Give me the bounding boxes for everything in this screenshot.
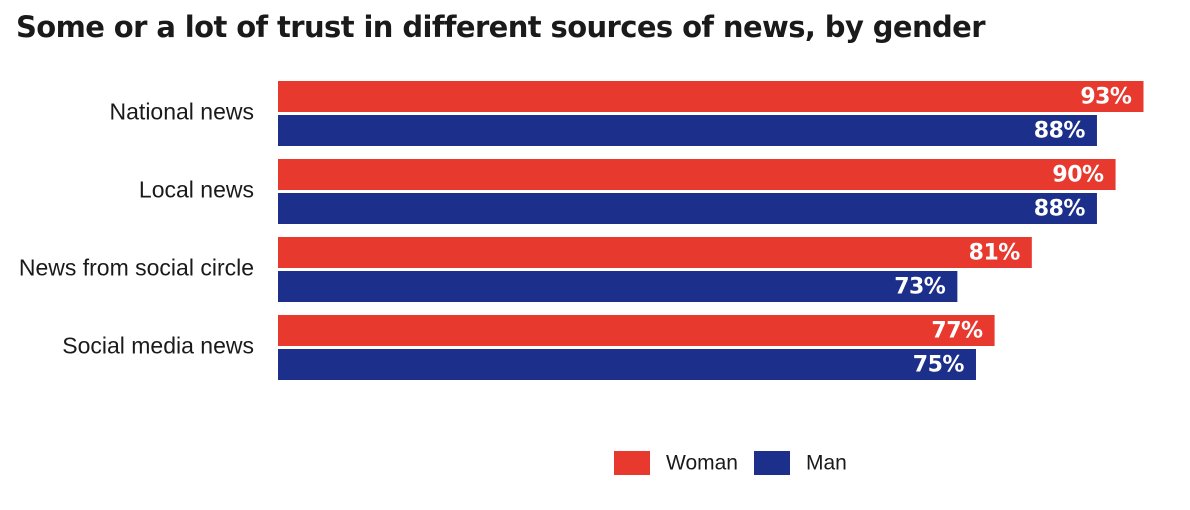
data-label-woman: 77% [931, 319, 983, 344]
bar-woman-national-news [278, 81, 1144, 112]
bar-group-social-media-news: Social media news 77% 75% [62, 315, 995, 380]
data-label-woman: 90% [1052, 163, 1104, 188]
category-label: Local news [139, 177, 254, 203]
legend-swatch-woman [614, 451, 650, 475]
bar-group-local-news: Local news 90% 88% [139, 159, 1116, 224]
data-label-man: 88% [1034, 197, 1086, 222]
bar-group-news-from-social-circle: News from social circle 81% 73% [19, 237, 1032, 302]
bar-man-national-news [278, 115, 1097, 146]
data-label-woman: 81% [969, 241, 1021, 266]
category-label: Social media news [62, 333, 254, 359]
bar-woman-local-news [278, 159, 1116, 190]
legend-label-man: Man [806, 452, 847, 475]
bar-man-local-news [278, 193, 1097, 224]
bar-woman-news-from-social-circle [278, 237, 1032, 268]
legend: Woman Man [614, 451, 847, 475]
data-label-man: 75% [913, 353, 965, 378]
bar-man-social-media-news [278, 349, 976, 380]
category-label: National news [110, 99, 254, 125]
legend-swatch-man [754, 451, 790, 475]
legend-label-woman: Woman [666, 452, 738, 475]
chart-title: Some or a lot of trust in different sour… [16, 10, 986, 44]
data-label-man: 88% [1034, 119, 1086, 144]
bar-man-news-from-social-circle [278, 271, 958, 302]
bar-group-national-news: National news 93% 88% [110, 81, 1144, 146]
bar-woman-social-media-news [278, 315, 995, 346]
data-label-man: 73% [894, 275, 946, 300]
data-label-woman: 93% [1080, 85, 1132, 110]
category-label: News from social circle [19, 255, 254, 281]
